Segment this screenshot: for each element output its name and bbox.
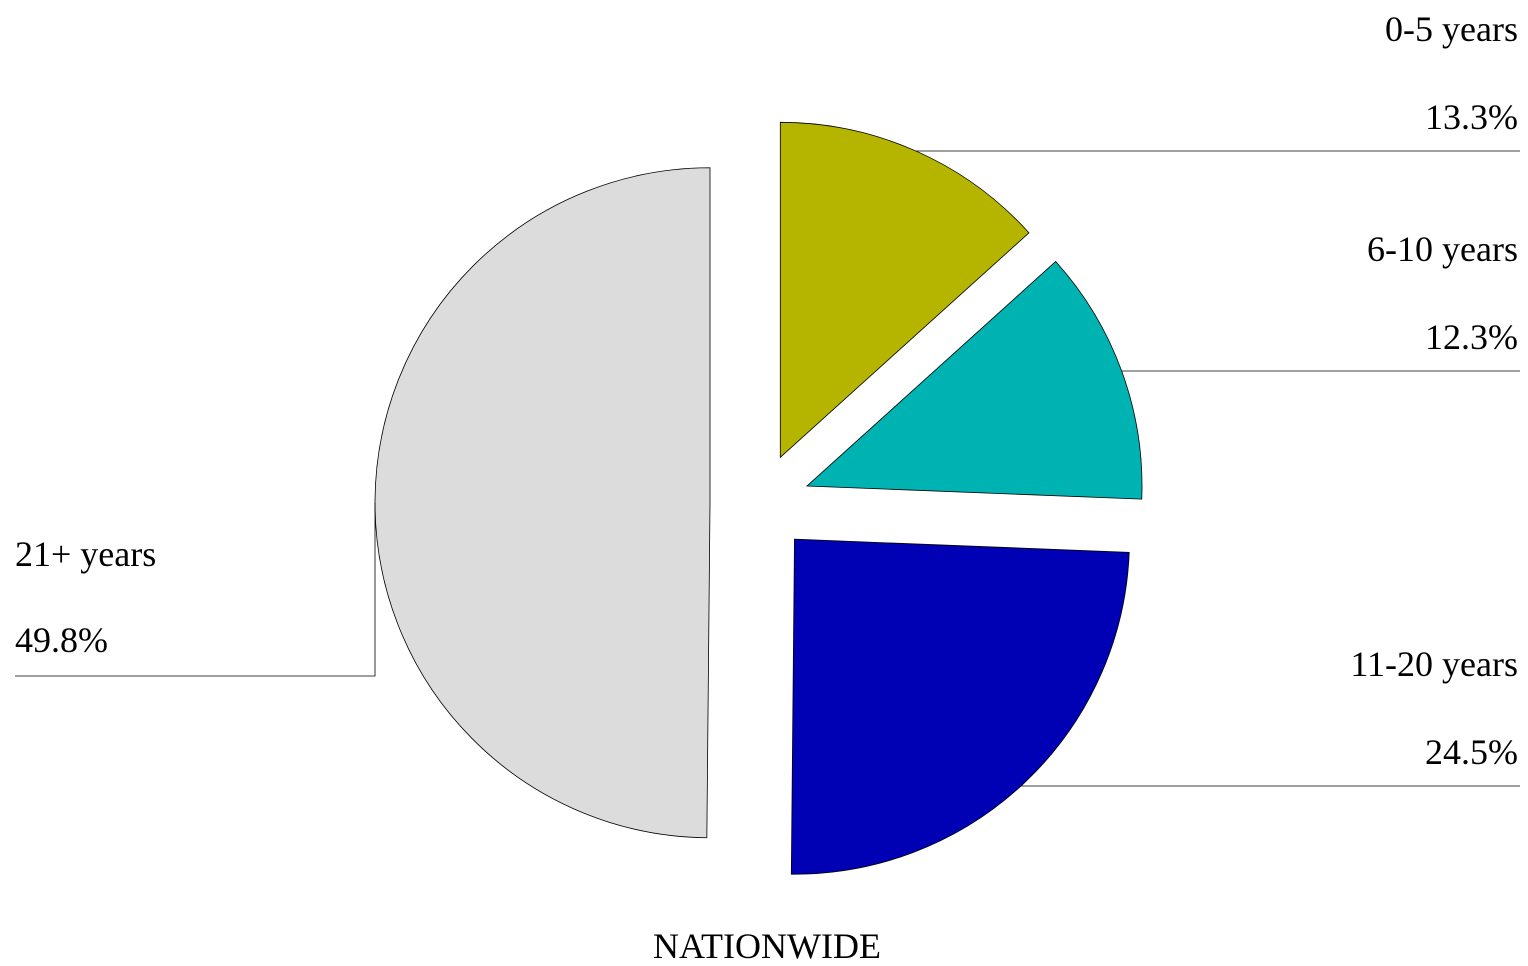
pie-slice	[806, 260, 1143, 500]
value-label: 12.3%	[1425, 317, 1518, 357]
value-label: 24.5%	[1425, 732, 1518, 772]
chart-title: NATIONWIDE	[653, 926, 881, 966]
slice-label: 21+ years	[15, 534, 156, 574]
leader-line	[15, 502, 376, 677]
slice-label: 6-10 years	[1367, 229, 1518, 269]
pie-slice	[374, 167, 711, 839]
slice-label: 0-5 years	[1385, 9, 1518, 49]
pie-slice	[790, 538, 1130, 875]
value-label: 49.8%	[15, 620, 108, 660]
slice-label: 11-20 years	[1350, 644, 1518, 684]
value-label: 13.3%	[1425, 97, 1518, 137]
